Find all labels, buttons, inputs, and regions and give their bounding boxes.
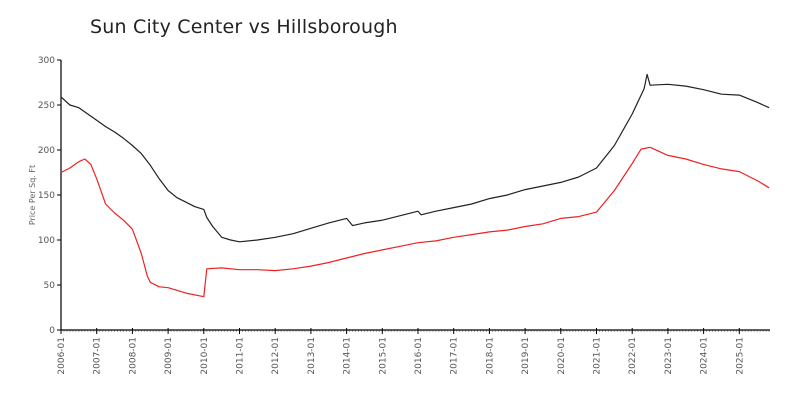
x-tick-label: 2011-01 [236,337,246,375]
x-tick-label: 2024-01 [700,337,710,375]
y-axis-title: Price Per Sq. Ft [28,165,37,225]
x-tick-label: 2015-01 [378,337,388,375]
y-tick-label: 300 [38,56,55,66]
x-tick-label: 2022-01 [628,337,638,375]
x-axis: 2006-01 2007-01 2008-01 2009-01 2010-01 2011-… [57,328,770,375]
x-tick-label: 2008-01 [128,337,138,375]
x-tick-label: 2014-01 [343,337,353,375]
red-series-line [60,146,770,298]
x-tick-label: 2006-01 [57,337,67,375]
x-tick-label: 2020-01 [557,337,567,375]
x-tick-label: 2007-01 [93,337,103,375]
x-tick-label: 2023-01 [664,337,674,375]
y-tick-label: 100 [38,236,55,246]
black-series-line [60,73,770,243]
x-tick-label: 2021-01 [593,337,603,375]
y-tick-label: 150 [38,191,55,201]
x-tick-label: 2025-01 [735,337,745,375]
y-axis: 0 50 100 150 200 250 300 [38,56,62,336]
y-tick-label: 250 [38,101,55,111]
x-tick-label: 2019-01 [521,337,531,375]
x-tick-label: 2013-01 [307,337,317,375]
x-tick-label: 2017-01 [450,337,460,375]
y-tick-label: 0 [49,326,55,336]
chart-title: Sun City Center vs Hillsborough [90,16,398,38]
y-tick-label: 50 [44,281,56,291]
x-tick-label: 2010-01 [200,337,210,375]
x-tick-label: 2012-01 [271,337,281,375]
series-layer [60,73,770,298]
x-tick-label: 2018-01 [485,337,495,375]
y-tick-label: 200 [38,146,55,156]
x-tick-label: 2009-01 [164,337,174,375]
x-tick-label: 2016-01 [414,337,424,375]
